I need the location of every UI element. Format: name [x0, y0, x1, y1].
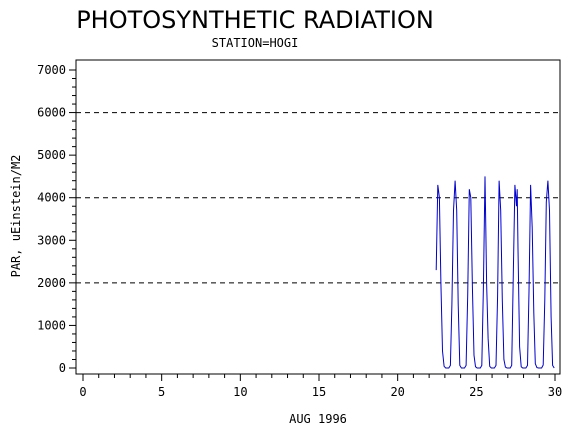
chart-title: PHOTOSYNTHETIC RADIATION	[76, 6, 434, 34]
y-tick-label: 1000	[37, 318, 66, 332]
plot-frame	[75, 59, 561, 375]
series-line	[435, 176, 555, 369]
y-tick-label: 4000	[37, 191, 66, 205]
y-tick-label: 2000	[37, 276, 66, 290]
x-tick-label: 15	[312, 385, 326, 399]
y-tick-label: 5000	[37, 148, 66, 162]
x-tick-label: 30	[548, 385, 562, 399]
x-tick-label: 5	[158, 385, 165, 399]
y-tick-label: 7000	[37, 63, 66, 77]
chart-subtitle: STATION=HOGI	[211, 36, 299, 50]
x-axis-title: AUG 1996	[289, 412, 347, 426]
x-tick-label: 20	[390, 385, 404, 399]
y-tick-label: 3000	[37, 233, 66, 247]
y-axis-title: PAR, uEinstein/M2	[9, 155, 23, 278]
x-tick-label: 0	[79, 385, 86, 399]
x-tick-label: 10	[233, 385, 247, 399]
x-tick-label: 25	[469, 385, 483, 399]
y-tick-label: 0	[59, 361, 66, 375]
y-tick-label: 6000	[37, 106, 66, 120]
